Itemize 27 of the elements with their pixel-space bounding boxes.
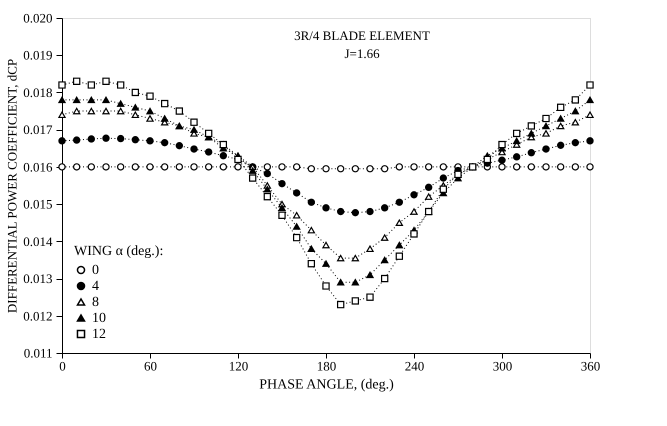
legend-label: 4 <box>92 279 99 294</box>
annotation: 3R/4 BLADE ELEMENT <box>294 28 430 43</box>
x-tick-label: 120 <box>228 358 248 374</box>
legend-label: 8 <box>92 295 99 310</box>
x-tick-label: 180 <box>316 358 336 374</box>
x-tick-label: 300 <box>492 358 512 374</box>
y-tick-label: 0.014 <box>23 234 53 249</box>
x-axis-title: PHASE ANGLE, (deg.) <box>259 378 394 392</box>
y-tick-label: 0.017 <box>23 122 53 138</box>
y-tick-label: 0.018 <box>23 84 52 100</box>
legend-title: WING α (deg.): <box>74 244 164 259</box>
x-tick-label: 360 <box>580 358 600 374</box>
y-tick-label: 0.020 <box>23 10 52 26</box>
y-tick-label: 0.011 <box>24 346 52 360</box>
y-tick-label: 0.015 <box>23 196 52 212</box>
y-tick-label: 0.013 <box>23 271 52 286</box>
x-tick-label: 240 <box>404 358 424 374</box>
legend-label: 0 <box>92 263 99 278</box>
y-tick-label: 0.019 <box>23 48 52 63</box>
legend-label: 10 <box>92 311 106 326</box>
x-tick-label: 60 <box>144 358 157 374</box>
y-tick-label: 0.012 <box>23 308 52 324</box>
x-tick-label: 0 <box>59 358 66 374</box>
legend-label: 12 <box>92 327 106 342</box>
y-tick-label: 0.016 <box>23 159 53 174</box>
y-axis-title: DIFFERENTIAL POWER COEFFICIENT, dCP <box>4 58 20 314</box>
annotation: J=1.66 <box>344 46 380 61</box>
